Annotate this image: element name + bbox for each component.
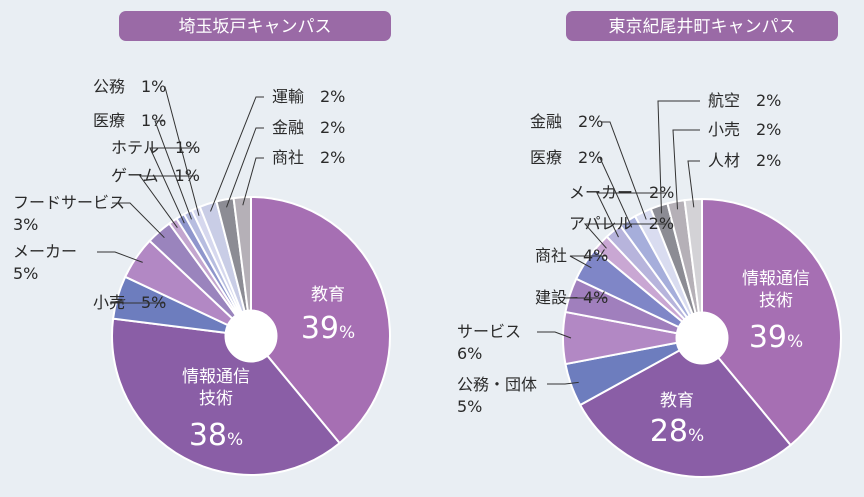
leader-line: [601, 121, 647, 220]
slice-percent: 39%: [301, 311, 355, 346]
slice-percent: 38%: [189, 418, 243, 453]
leader-line: [164, 86, 200, 216]
leader-line: [687, 160, 700, 208]
leader-line: [112, 202, 165, 239]
slice-label: 技術: [759, 291, 793, 311]
chart-title-badge: [119, 11, 391, 41]
leader-line: [226, 127, 264, 208]
slice-label: メーカー: [13, 242, 77, 261]
leader-line: [154, 120, 192, 220]
slice-label: 情報通信: [742, 269, 810, 289]
slice-label: サービス: [457, 322, 521, 341]
pie-slice: [250, 195, 391, 445]
leader-line: [657, 100, 700, 214]
slice-label: 5%: [457, 397, 482, 416]
leader-line: [109, 299, 164, 304]
slice-label: 金融 2%: [272, 118, 345, 137]
slice-label: 運輸 2%: [272, 87, 345, 106]
leader-line: [537, 331, 572, 339]
slice-label: 人材 2%: [708, 151, 781, 170]
slice-percent: 39%: [749, 320, 803, 355]
slice-label: 医療 2%: [530, 148, 603, 167]
pie-slice: [232, 195, 252, 337]
slice-label: 医療 1%: [93, 111, 166, 130]
pie-chart-tokyo: 東京紀尾井町キャンパス 情報通信技術39%教育28%公務・団体5%サービス6%建…: [457, 11, 842, 478]
slice-percent: 28%: [650, 414, 704, 449]
slice-label: フードサービス: [13, 193, 125, 212]
leader-line: [242, 157, 264, 206]
pie-center-hole: [224, 309, 278, 363]
slice-label: 技術: [199, 389, 233, 409]
pie-center-hole: [675, 311, 729, 365]
chart-title-badge: [566, 11, 838, 41]
leader-line: [564, 297, 606, 299]
slice-label: 6%: [457, 344, 482, 363]
leader-line: [596, 192, 666, 238]
leader-line: [672, 129, 700, 210]
slice-label: 公務・団体: [457, 375, 537, 394]
chart-title: 東京紀尾井町キャンパス: [609, 17, 796, 37]
slice-label: 金融 2%: [530, 112, 603, 131]
slice-label: 教育: [311, 285, 345, 305]
chart-title: 埼玉坂戸キャンパス: [179, 17, 332, 37]
leader-line: [599, 157, 633, 228]
slice-label: 5%: [13, 264, 38, 283]
slice-label: 3%: [13, 215, 38, 234]
slice-label: 情報通信: [182, 367, 250, 387]
leader-line: [139, 175, 195, 228]
leader-line: [583, 223, 666, 249]
slice-label: 教育: [660, 391, 694, 411]
leader-line: [569, 255, 606, 269]
slice-label: 商社 2%: [272, 148, 345, 167]
slice-label: 航空 2%: [708, 91, 781, 110]
leader-line: [97, 251, 143, 263]
pie-slice: [578, 336, 793, 478]
leader-line: [547, 381, 579, 385]
pie-slice: [701, 197, 842, 447]
leader-line: [210, 96, 264, 212]
leader-line: [149, 147, 195, 224]
pie-slice: [111, 317, 342, 476]
slice-label: 公務 1%: [93, 77, 166, 96]
slice-label: 小売 2%: [708, 120, 781, 139]
